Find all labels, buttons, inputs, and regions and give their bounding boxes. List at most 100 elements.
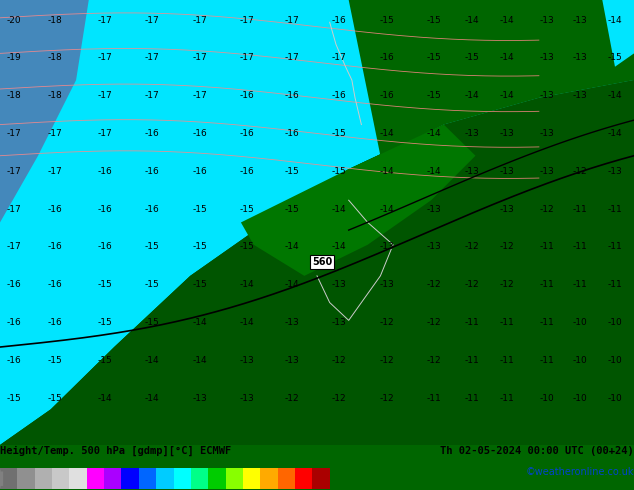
Text: -12: -12 (500, 280, 515, 289)
Text: -14: -14 (192, 318, 207, 327)
Text: -14: -14 (500, 91, 515, 100)
Text: -14: -14 (379, 129, 394, 138)
Bar (87, 468, 104, 489)
Text: -14: -14 (284, 280, 299, 289)
Text: -11: -11 (465, 393, 480, 403)
Text: -17: -17 (240, 16, 255, 24)
Text: -13: -13 (573, 91, 588, 100)
Text: -16: -16 (379, 53, 394, 62)
Bar (278, 468, 295, 489)
Text: -17: -17 (145, 91, 160, 100)
Text: -16: -16 (48, 205, 63, 214)
Text: -11: -11 (573, 205, 588, 214)
Text: -14: -14 (145, 356, 160, 365)
Text: -14: -14 (500, 16, 515, 24)
Bar (226, 468, 243, 489)
Text: -15: -15 (145, 318, 160, 327)
Text: -12: -12 (332, 393, 347, 403)
Text: -13: -13 (539, 16, 554, 24)
Text: -12: -12 (379, 318, 394, 327)
Text: -14: -14 (284, 243, 299, 251)
Text: -13: -13 (240, 393, 255, 403)
Text: -12: -12 (465, 280, 480, 289)
Text: -17: -17 (6, 167, 22, 176)
Text: -11: -11 (539, 356, 554, 365)
Text: -16: -16 (332, 91, 347, 100)
Text: -17: -17 (97, 91, 112, 100)
Text: -17: -17 (97, 53, 112, 62)
Text: -14: -14 (332, 205, 347, 214)
Text: -12: -12 (284, 393, 299, 403)
Polygon shape (0, 0, 634, 445)
Text: -12: -12 (332, 356, 347, 365)
Text: 560: 560 (312, 257, 332, 268)
Text: -15: -15 (607, 53, 623, 62)
Text: -11: -11 (465, 318, 480, 327)
Text: -13: -13 (539, 91, 554, 100)
Text: -14: -14 (97, 393, 112, 403)
Text: -12: -12 (379, 356, 394, 365)
Bar (313, 468, 330, 489)
Text: Height/Temp. 500 hPa [gdmp][°C] ECMWF: Height/Temp. 500 hPa [gdmp][°C] ECMWF (0, 446, 231, 456)
Text: -16: -16 (97, 167, 112, 176)
Text: -16: -16 (145, 167, 160, 176)
Text: -17: -17 (145, 16, 160, 24)
Text: -14: -14 (427, 167, 442, 176)
Text: -14: -14 (465, 16, 480, 24)
Text: -13: -13 (427, 243, 442, 251)
Text: -11: -11 (607, 243, 623, 251)
Text: -14: -14 (145, 393, 160, 403)
Text: -12: -12 (573, 167, 588, 176)
Text: -16: -16 (284, 91, 299, 100)
Text: -17: -17 (48, 129, 63, 138)
Text: -18: -18 (48, 91, 63, 100)
Bar (69, 468, 87, 489)
Text: -17: -17 (332, 53, 347, 62)
Text: -15: -15 (240, 243, 255, 251)
Text: -17: -17 (48, 167, 63, 176)
Text: -11: -11 (539, 280, 554, 289)
Text: -13: -13 (192, 393, 207, 403)
Text: -13: -13 (332, 318, 347, 327)
Bar (156, 468, 174, 489)
Bar (139, 468, 156, 489)
Text: -15: -15 (48, 393, 63, 403)
Text: -13: -13 (539, 53, 554, 62)
Text: Th 02-05-2024 00:00 UTC (00+24): Th 02-05-2024 00:00 UTC (00+24) (440, 446, 634, 456)
Text: -15: -15 (97, 356, 112, 365)
Text: -15: -15 (427, 53, 442, 62)
Text: -11: -11 (607, 205, 623, 214)
Text: -16: -16 (6, 318, 22, 327)
Text: -13: -13 (500, 167, 515, 176)
Text: -16: -16 (48, 280, 63, 289)
Text: -17: -17 (97, 129, 112, 138)
Text: -17: -17 (6, 129, 22, 138)
Polygon shape (0, 0, 89, 222)
Text: -16: -16 (284, 129, 299, 138)
Bar (122, 468, 139, 489)
Text: -10: -10 (539, 393, 554, 403)
Bar (261, 468, 278, 489)
Text: -17: -17 (145, 53, 160, 62)
Text: -16: -16 (145, 129, 160, 138)
Text: -16: -16 (379, 91, 394, 100)
Bar (17, 468, 35, 489)
Text: -14: -14 (379, 205, 394, 214)
Polygon shape (349, 0, 634, 156)
Text: -15: -15 (332, 129, 347, 138)
Text: -11: -11 (500, 318, 515, 327)
Text: -15: -15 (465, 53, 480, 62)
Text: -16: -16 (6, 280, 22, 289)
Text: -18: -18 (48, 53, 63, 62)
Text: -15: -15 (427, 91, 442, 100)
Text: -10: -10 (607, 356, 623, 365)
Text: -14: -14 (465, 91, 480, 100)
Text: -14: -14 (240, 318, 255, 327)
Text: -15: -15 (192, 280, 207, 289)
Text: -16: -16 (97, 243, 112, 251)
Text: -15: -15 (379, 16, 394, 24)
Text: -10: -10 (573, 393, 588, 403)
Bar (191, 468, 208, 489)
Text: -20: -20 (6, 16, 22, 24)
Text: -15: -15 (240, 205, 255, 214)
